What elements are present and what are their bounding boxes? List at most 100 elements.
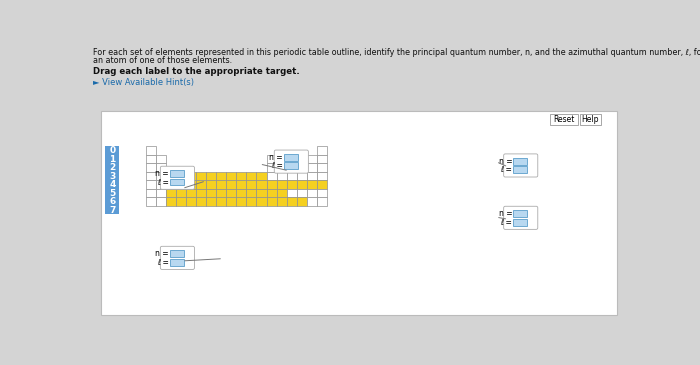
Bar <box>513 219 527 226</box>
Bar <box>176 180 186 189</box>
Text: 2: 2 <box>109 163 116 172</box>
Bar <box>276 155 287 163</box>
Bar <box>267 189 276 197</box>
Text: Reset: Reset <box>554 115 575 124</box>
Bar <box>307 155 317 163</box>
Bar <box>287 155 297 163</box>
Bar <box>105 146 119 155</box>
Bar <box>276 189 287 197</box>
Bar <box>317 189 327 197</box>
Bar <box>276 163 287 172</box>
FancyBboxPatch shape <box>580 114 601 126</box>
Bar <box>297 163 307 172</box>
Bar <box>246 180 256 189</box>
Bar <box>267 180 276 189</box>
Bar <box>513 158 527 165</box>
FancyBboxPatch shape <box>550 114 578 126</box>
Bar <box>307 189 317 197</box>
Bar <box>226 180 237 189</box>
Bar <box>317 163 327 172</box>
Text: n =: n = <box>498 209 512 218</box>
Text: an atom of one of those elements.: an atom of one of those elements. <box>93 56 232 65</box>
Bar <box>186 189 196 197</box>
Bar <box>105 163 119 172</box>
Bar <box>169 250 183 257</box>
Bar <box>155 163 166 172</box>
Bar <box>256 189 267 197</box>
Bar <box>256 197 267 205</box>
Text: ► View Available Hint(s): ► View Available Hint(s) <box>93 78 194 87</box>
Bar <box>196 180 206 189</box>
Text: 6: 6 <box>109 197 116 206</box>
Bar <box>166 189 176 197</box>
Bar <box>297 155 307 163</box>
Text: ℓ =: ℓ = <box>500 165 512 174</box>
Bar <box>287 197 297 205</box>
Bar <box>276 172 287 180</box>
Bar <box>146 163 155 172</box>
Bar <box>146 180 155 189</box>
FancyBboxPatch shape <box>102 111 617 315</box>
Bar <box>267 163 276 172</box>
Bar <box>166 180 176 189</box>
Bar <box>196 189 206 197</box>
Bar <box>287 172 297 180</box>
Text: ℓ =: ℓ = <box>271 161 283 170</box>
Bar <box>297 189 307 197</box>
Bar <box>317 180 327 189</box>
Bar <box>307 172 317 180</box>
Bar <box>186 180 196 189</box>
Bar <box>226 197 237 205</box>
Bar <box>196 197 206 205</box>
Bar <box>287 189 297 197</box>
Text: n =: n = <box>155 169 169 178</box>
Bar <box>105 155 119 163</box>
Bar <box>256 180 267 189</box>
Bar <box>216 172 226 180</box>
Bar <box>284 162 298 169</box>
Bar <box>246 172 256 180</box>
Bar <box>276 197 287 205</box>
Bar <box>297 197 307 205</box>
Text: 3: 3 <box>109 172 116 181</box>
Bar <box>206 172 216 180</box>
Bar <box>256 172 267 180</box>
Bar <box>237 197 246 205</box>
Bar <box>169 170 183 177</box>
Text: Help: Help <box>582 115 599 124</box>
Text: 1: 1 <box>109 155 116 164</box>
Bar <box>216 197 226 205</box>
Text: n =: n = <box>498 157 512 166</box>
FancyBboxPatch shape <box>504 154 538 177</box>
Text: n =: n = <box>270 153 283 162</box>
Bar <box>513 166 527 173</box>
Text: ℓ =: ℓ = <box>157 258 169 266</box>
Bar <box>287 163 297 172</box>
Bar <box>513 210 527 217</box>
FancyBboxPatch shape <box>504 206 538 229</box>
Bar <box>169 259 183 266</box>
Bar <box>237 172 246 180</box>
Bar <box>246 189 256 197</box>
Bar <box>237 180 246 189</box>
Bar <box>246 197 256 205</box>
Text: 5: 5 <box>109 189 116 198</box>
Bar <box>176 189 186 197</box>
Bar <box>176 172 186 180</box>
Bar <box>297 180 307 189</box>
Bar <box>216 180 226 189</box>
Bar <box>146 197 155 205</box>
Bar <box>186 172 196 180</box>
Text: Drag each label to the appropriate target.: Drag each label to the appropriate targe… <box>93 67 300 76</box>
Bar <box>317 146 327 155</box>
Bar <box>166 197 176 205</box>
Bar <box>176 197 186 205</box>
Bar <box>105 172 119 180</box>
Bar <box>105 180 119 189</box>
Bar <box>146 189 155 197</box>
Text: ℓ =: ℓ = <box>500 218 512 227</box>
Bar <box>206 189 216 197</box>
Bar <box>196 172 206 180</box>
Bar <box>146 146 155 155</box>
Bar <box>297 172 307 180</box>
